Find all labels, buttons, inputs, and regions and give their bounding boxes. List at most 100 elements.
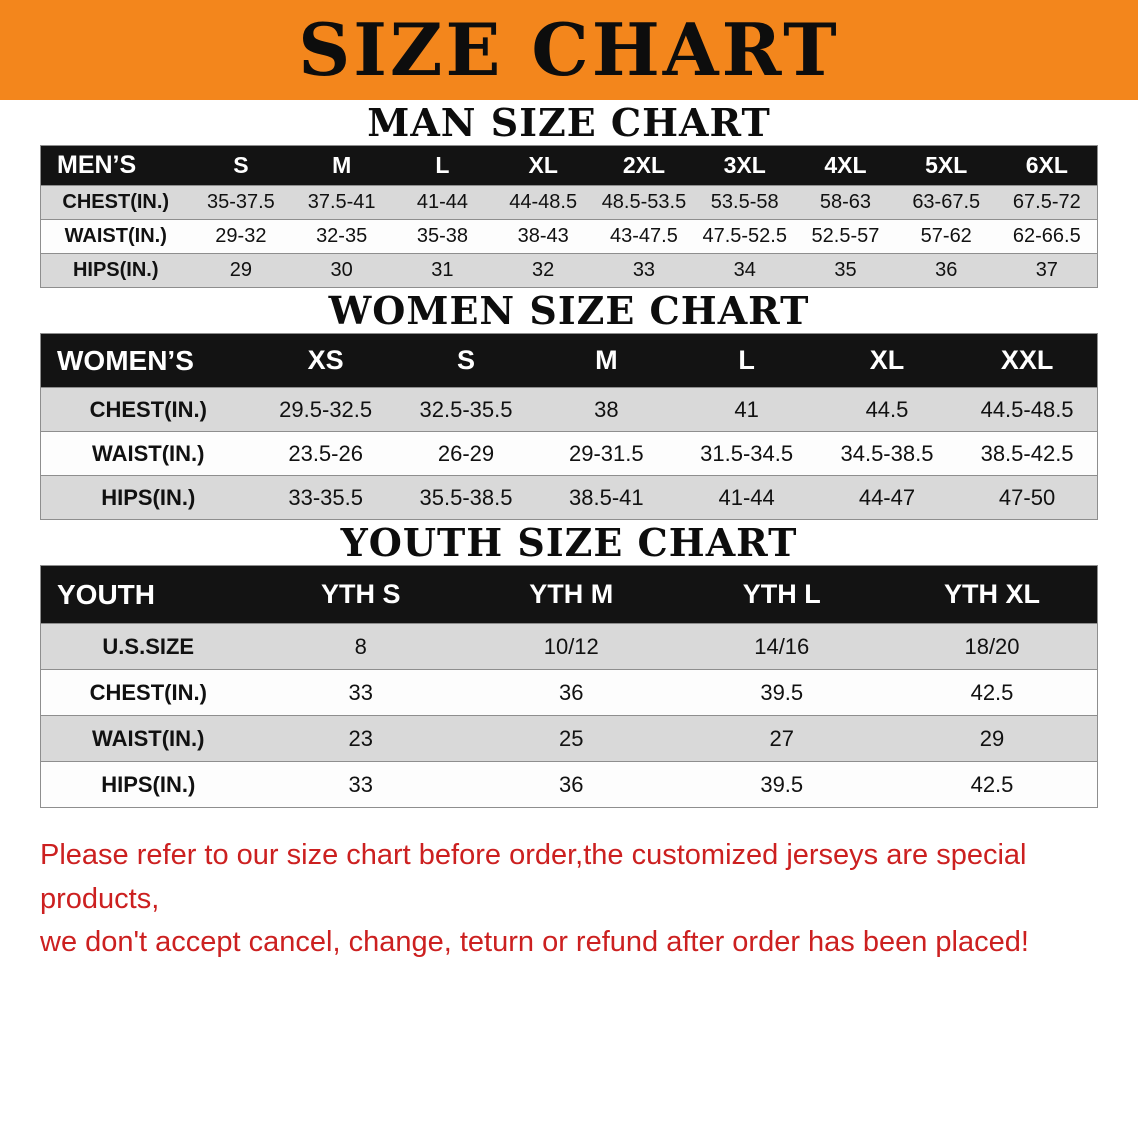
column-header: XS	[255, 333, 396, 388]
table-cell: 35	[834, 259, 857, 281]
table-cell: 10/12	[543, 633, 599, 659]
table-cell: 29.5-32.5	[279, 396, 373, 422]
table-cell: 58-63	[819, 191, 872, 213]
row-label: HIPS(IN.)	[101, 771, 196, 797]
table-corner-label: YOUTH	[40, 565, 256, 624]
column-header: XL	[492, 145, 594, 186]
table-cell: 44.5-48.5	[980, 396, 1074, 422]
disclaimer-line-1: Please refer to our size chart before or…	[40, 839, 1027, 915]
row-label: CHEST(IN.)	[89, 396, 207, 422]
column-header: 5XL	[895, 145, 997, 186]
column-header: M	[291, 145, 393, 186]
table-cell: 47.5-52.5	[702, 225, 787, 247]
table-cell: 44-48.5	[509, 191, 578, 213]
size-chart-banner: SIZE CHART	[0, 0, 1138, 100]
table-cell: 30	[330, 259, 353, 281]
women-chart-heading: WOMEN SIZE CHART	[328, 288, 810, 333]
disclaimer-text: Please refer to our size chart before or…	[40, 834, 1098, 965]
table-cell: 18/20	[964, 633, 1020, 659]
table-cell: 27	[769, 725, 794, 751]
table-row: WAIST(IN.) 29-32 32-35 35-38 38-43 43-47.5 47.…	[40, 219, 1098, 254]
table-cell: 26-29	[437, 440, 495, 466]
table-cell: 41	[734, 396, 759, 422]
table-cell: 35.5-38.5	[419, 484, 513, 510]
table-cell: 35-37.5	[206, 191, 275, 213]
table-cell: 43-47.5	[610, 225, 678, 247]
column-header: L	[392, 145, 493, 186]
table-cell: 63-67.5	[912, 191, 981, 213]
table-cell: 57-62	[920, 225, 972, 247]
table-cell: 53.5-58	[710, 191, 779, 213]
table-cell: 33-35.5	[288, 484, 363, 510]
column-header: XL	[816, 333, 958, 388]
table-cell: 44-47	[858, 484, 916, 510]
column-header: XXL	[957, 333, 1098, 388]
women-size-table: WOMEN’S XS S M L XL XXL CHEST(IN.) 29.5-32.5 32.5…	[40, 333, 1098, 520]
table-cell: 38.5-41	[569, 484, 644, 510]
row-label: CHEST(IN.)	[89, 679, 207, 705]
table-cell: 34	[733, 259, 756, 281]
table-header-row: WOMEN’S XS S M L XL XXL	[40, 333, 1098, 388]
banner-title: SIZE CHART	[298, 7, 840, 92]
table-cell: 35-38	[416, 225, 468, 247]
table-cell: 48.5-53.5	[601, 191, 687, 213]
table-row: HIPS(IN.) 29 30 31 32 33 34 35 36 37	[40, 253, 1098, 288]
youth-size-table: YOUTH YTH S YTH M YTH L YTH XL U.S.SIZE 8 10/12…	[40, 565, 1098, 808]
men-size-chart-section: MAN SIZE CHART MEN’S S M L XL 2XL 3XL 4XL 5XL 6XL…	[0, 100, 1138, 288]
table-cell: 52.5-57	[811, 225, 880, 247]
column-header: 6XL	[996, 145, 1098, 186]
column-header: 4XL	[795, 145, 896, 186]
table-cell: 39.5	[760, 679, 804, 705]
column-header: L	[676, 333, 817, 388]
table-cell: 44.5	[865, 396, 909, 422]
table-corner-label: MEN’S	[40, 145, 191, 186]
column-header: S	[190, 145, 292, 186]
men-chart-heading: MAN SIZE CHART	[367, 100, 771, 145]
table-cell: 25	[559, 725, 584, 751]
table-cell: 47-50	[998, 484, 1056, 510]
column-header: YTH M	[466, 565, 677, 624]
table-cell: 36	[559, 771, 584, 797]
table-cell: 33	[632, 259, 656, 281]
youth-chart-heading: YOUTH SIZE CHART	[340, 520, 798, 565]
disclaimer-line-2: we don't accept cancel, change, teturn o…	[40, 926, 1029, 958]
table-cell: 62-66.5	[1012, 225, 1081, 247]
table-cell: 42.5	[970, 771, 1014, 797]
table-cell: 36	[935, 259, 958, 281]
table-cell: 37	[1035, 259, 1058, 281]
table-cell: 29-31.5	[569, 440, 644, 466]
table-row: WAIST(IN.) 23 25 27 29	[40, 715, 1098, 762]
table-cell: 31	[431, 259, 454, 281]
table-cell: 32.5-35.5	[419, 396, 513, 422]
table-cell: 41-44	[416, 191, 468, 213]
table-row: CHEST(IN.) 35-37.5 37.5-41 41-44 44-48.5 48.5…	[40, 185, 1098, 220]
table-row: HIPS(IN.) 33-35.5 35.5-38.5 38.5-41 41-44 44-…	[40, 475, 1098, 520]
table-cell: 37.5-41	[307, 191, 376, 213]
women-size-chart-section: WOMEN SIZE CHART WOMEN’S XS S M L XL XXL CHEST(…	[0, 288, 1138, 520]
table-cell: 33	[348, 679, 373, 705]
table-cell: 36	[559, 679, 584, 705]
row-label: HIPS(IN.)	[72, 259, 159, 281]
column-header: S	[395, 333, 537, 388]
table-cell: 23	[348, 725, 373, 751]
column-header: 3XL	[694, 145, 796, 186]
column-header: 2XL	[593, 145, 695, 186]
row-label: WAIST(IN.)	[92, 725, 205, 751]
table-row: HIPS(IN.) 33 36 39.5 42.5	[40, 761, 1098, 808]
row-label: HIPS(IN.)	[101, 484, 196, 510]
table-header-row: YOUTH YTH S YTH M YTH L YTH XL	[40, 565, 1098, 624]
column-header: YTH XL	[887, 565, 1098, 624]
column-header: YTH L	[676, 565, 887, 624]
table-cell: 42.5	[970, 679, 1014, 705]
table-cell: 29	[229, 259, 252, 281]
column-header: M	[536, 333, 677, 388]
table-cell: 33	[348, 771, 373, 797]
youth-size-chart-section: YOUTH SIZE CHART YOUTH YTH S YTH M YTH L YTH…	[0, 520, 1138, 808]
row-label: WAIST(IN.)	[92, 440, 205, 466]
column-header: YTH S	[255, 565, 466, 624]
table-cell: 38-43	[517, 225, 569, 247]
table-row: CHEST(IN.) 29.5-32.5 32.5-35.5 38 41 44.5 44.5…	[40, 387, 1098, 432]
row-label: U.S.SIZE	[102, 633, 195, 659]
table-cell: 31.5-34.5	[700, 440, 794, 466]
table-cell: 41-44	[718, 484, 775, 510]
